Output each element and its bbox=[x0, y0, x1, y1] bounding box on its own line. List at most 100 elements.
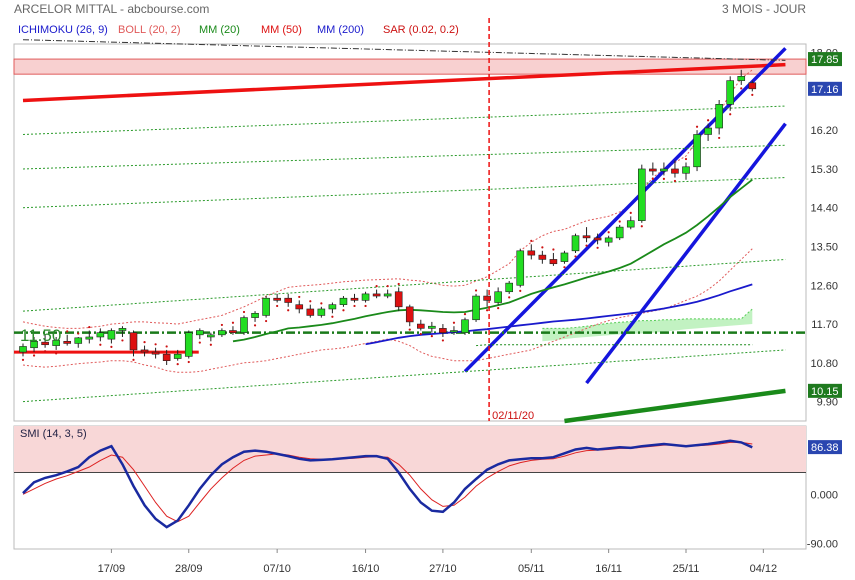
candle-body bbox=[19, 346, 27, 353]
candle-body bbox=[118, 328, 127, 331]
date-label: 17/09 bbox=[98, 563, 126, 575]
date-label: 16/10 bbox=[352, 563, 380, 575]
candle-body bbox=[140, 349, 149, 353]
candle-body bbox=[394, 291, 403, 308]
price-tick-label: 9.90 bbox=[817, 397, 838, 409]
sar-dot bbox=[673, 179, 677, 183]
candle-body bbox=[350, 297, 359, 301]
indicator-legend: ICHIMOKU (26, 9) BOLL (20, 2) MM (20) MM (5… bbox=[18, 24, 459, 36]
candle-body bbox=[372, 293, 381, 297]
trendline-regression-red bbox=[22, 62, 786, 103]
candle-body bbox=[41, 341, 49, 346]
legend-item: ICHIMOKU (26, 9) bbox=[18, 24, 108, 36]
candle-body bbox=[505, 282, 514, 293]
date-label: 04/12 bbox=[750, 563, 778, 575]
sar-dot bbox=[474, 289, 478, 292]
sar-dot bbox=[607, 231, 610, 234]
candle-body bbox=[748, 82, 757, 90]
sar-dot bbox=[563, 266, 566, 269]
candle-body bbox=[604, 237, 613, 243]
candles-layer bbox=[19, 69, 757, 365]
sar-dot bbox=[44, 350, 47, 353]
background-layer bbox=[13, 43, 807, 550]
sar-dot bbox=[386, 285, 389, 288]
candle-body bbox=[593, 237, 602, 241]
date-label: 27/10 bbox=[429, 563, 457, 575]
sar-dot bbox=[441, 339, 444, 342]
candle-body bbox=[428, 325, 436, 329]
sar-dot bbox=[165, 345, 168, 348]
sar-dot bbox=[541, 246, 544, 249]
sar-dot bbox=[77, 332, 80, 335]
candle-body bbox=[516, 250, 525, 286]
candle-body bbox=[527, 250, 536, 256]
price-tag-label: 10.15 bbox=[811, 386, 839, 398]
sar-dot bbox=[342, 309, 345, 312]
sar-dot bbox=[309, 300, 312, 303]
sar-dot bbox=[209, 343, 212, 346]
date-label: 05/11 bbox=[518, 563, 545, 575]
sar-dot bbox=[375, 285, 378, 288]
legend-item: SAR (0.02, 0.2) bbox=[383, 24, 459, 36]
trendline-channel-lower-blue bbox=[585, 122, 787, 385]
sar-dot bbox=[66, 330, 69, 333]
trendline-green-dotted-1 bbox=[22, 105, 786, 135]
candle-body bbox=[317, 308, 326, 316]
sar-dot bbox=[684, 157, 688, 161]
candle-body bbox=[637, 168, 646, 221]
candle-body bbox=[52, 340, 60, 346]
sar-dot bbox=[55, 352, 58, 355]
sar-dot bbox=[740, 87, 743, 90]
legend-item: MM (20) bbox=[199, 24, 240, 36]
period-label: 3 MOIS - JOUR bbox=[722, 2, 806, 16]
candle-body bbox=[671, 168, 679, 174]
date-label: 25/11 bbox=[673, 563, 700, 575]
sar-dot bbox=[695, 125, 699, 128]
sar-dot bbox=[132, 358, 135, 361]
chart-title: ARCELOR MITTAL - abcbourse.com bbox=[14, 2, 209, 16]
cloud-upper-line bbox=[542, 308, 753, 329]
sar-dot bbox=[430, 335, 433, 338]
candle-body bbox=[74, 337, 83, 344]
candle-body bbox=[361, 293, 370, 301]
price-tag bbox=[808, 52, 842, 67]
price-tick-label: 10.80 bbox=[810, 358, 838, 370]
smi-line bbox=[22, 439, 753, 529]
price-tick-label: 16.20 bbox=[810, 125, 838, 137]
candle-body bbox=[251, 312, 259, 318]
trendline-green-dotted-5 bbox=[22, 349, 786, 403]
sar-dot bbox=[231, 321, 235, 324]
sar-dot bbox=[618, 220, 621, 223]
sar-dot bbox=[530, 239, 533, 243]
date-label: 28/09 bbox=[175, 563, 203, 575]
sar-dot bbox=[32, 354, 36, 357]
sar-dot bbox=[486, 309, 489, 312]
sar-dot bbox=[331, 315, 334, 318]
sar-dot bbox=[121, 339, 124, 342]
event-marker-label: 02/11/20 bbox=[492, 410, 534, 422]
sar-dot bbox=[452, 321, 456, 324]
candle-body bbox=[284, 297, 293, 303]
sar-dot bbox=[198, 341, 201, 344]
smi-tag-label: 86.38 bbox=[811, 442, 839, 454]
candle-body bbox=[693, 134, 701, 168]
trendline-green-dotted-4 bbox=[22, 258, 786, 312]
sar-dot bbox=[707, 119, 710, 122]
sar-dot bbox=[519, 289, 522, 292]
candle-body bbox=[96, 332, 105, 338]
sar-dot bbox=[287, 309, 290, 312]
date-label: 16/11 bbox=[595, 563, 622, 575]
candle-body bbox=[107, 330, 116, 340]
price-panel bbox=[13, 43, 807, 422]
sar-dot bbox=[21, 358, 25, 361]
candle-body bbox=[30, 340, 38, 349]
candle-body bbox=[240, 317, 248, 333]
sar-dot bbox=[265, 319, 268, 323]
trendline-green-dotted-3 bbox=[22, 177, 786, 209]
price-tick-label: 15.30 bbox=[810, 164, 838, 176]
candle-body bbox=[262, 297, 270, 316]
candle-body bbox=[472, 295, 480, 321]
candle-body bbox=[737, 76, 746, 81]
sar-dot bbox=[253, 324, 257, 327]
price-tick-label: 12.60 bbox=[810, 280, 838, 292]
